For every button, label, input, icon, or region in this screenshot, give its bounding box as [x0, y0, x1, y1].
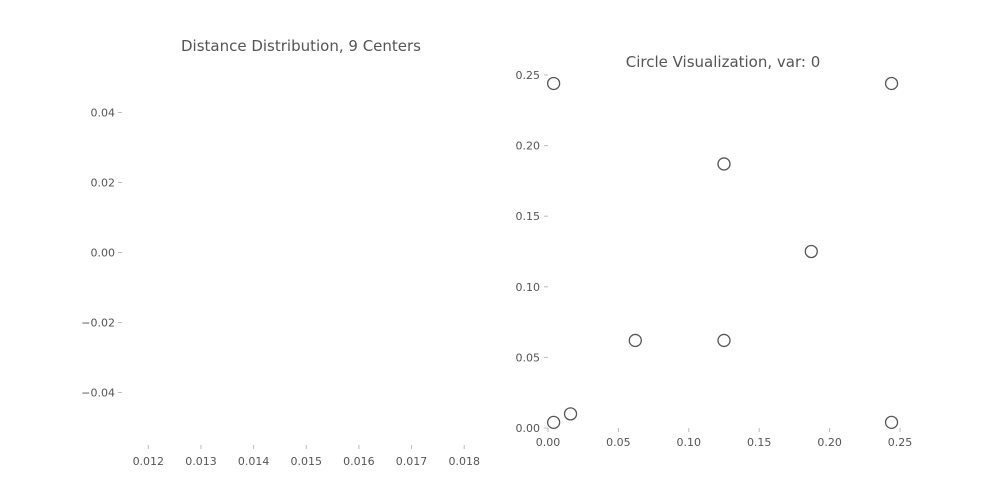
y-tick-label: 0.25 [516, 69, 541, 82]
distance-distribution-chart: Distance Distribution, 9 Centers 0.040.0… [81, 37, 480, 468]
scatter-point [717, 157, 731, 171]
x-tick-label: 0.017 [396, 455, 428, 468]
x-tick-label: 0.016 [343, 455, 375, 468]
chart-title: Circle Visualization, var: 0 [626, 53, 821, 71]
x-tick-label: 0.25 [888, 436, 913, 449]
x-tick-label: 0.018 [448, 455, 480, 468]
scatter-point [717, 333, 731, 348]
scatter-point [563, 407, 578, 421]
y-tick-label: 0.00 [516, 422, 541, 435]
x-tick-label: 0.013 [185, 455, 217, 468]
y-axis: 0.04 0.02 0.00 −0.02 −0.04 [81, 107, 122, 400]
x-tick-label: 0.014 [238, 455, 270, 468]
scatter-point [628, 333, 642, 348]
x-tick-label: 0.00 [536, 436, 561, 449]
circle-visualization-chart: Circle Visualization, var: 0 0.00 0.05 0.1… [516, 53, 913, 449]
x-tick-label: 0.15 [747, 436, 772, 449]
scatter-point [804, 244, 818, 259]
scatter-point [884, 415, 899, 430]
x-axis: 0.012 0.013 0.014 0.015 0.016 0.017 0.018 [133, 445, 480, 468]
y-tick-label: 0.15 [516, 210, 541, 223]
x-tick-label: 0.012 [133, 455, 165, 468]
y-tick-label: −0.02 [81, 317, 115, 330]
scatter-point [546, 76, 561, 91]
y-axis: 0.00 0.05 0.10 0.15 0.20 0.25 [516, 69, 548, 435]
y-tick-label: 0.04 [91, 107, 116, 120]
x-tick-label: 0.05 [606, 436, 631, 449]
y-tick-label: −0.04 [81, 387, 115, 400]
scatter-point [884, 76, 899, 91]
scatter-series [546, 76, 899, 430]
y-tick-label: 0.10 [516, 281, 541, 294]
y-tick-label: 0.20 [516, 140, 541, 153]
x-tick-label: 0.20 [817, 436, 842, 449]
x-tick-label: 0.015 [291, 455, 323, 468]
scatter-point [546, 415, 561, 430]
y-tick-label: 0.02 [91, 177, 116, 190]
chart-title: Distance Distribution, 9 Centers [181, 37, 421, 55]
x-tick-label: 0.10 [677, 436, 702, 449]
y-tick-label: 0.05 [516, 351, 541, 364]
y-tick-label: 0.00 [91, 247, 116, 260]
x-axis: 0.00 0.05 0.10 0.15 0.20 0.25 [536, 428, 913, 449]
